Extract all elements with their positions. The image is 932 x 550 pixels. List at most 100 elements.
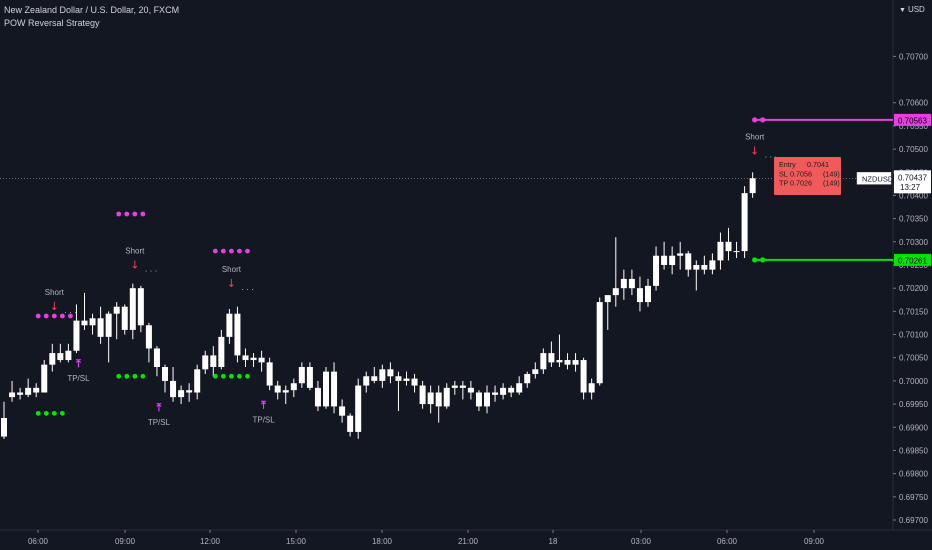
trade-row-value: 0.7056 bbox=[790, 169, 812, 178]
candle-body bbox=[178, 390, 185, 398]
currency-label: USD bbox=[907, 5, 925, 14]
target-level-dot bbox=[124, 373, 130, 379]
stop-price-label: 0.70563 bbox=[898, 116, 927, 125]
candle-body bbox=[250, 357, 257, 361]
target-level-dot bbox=[245, 373, 250, 379]
candle-body bbox=[33, 387, 40, 393]
candle-body bbox=[210, 355, 217, 367]
candle-body bbox=[419, 385, 426, 405]
target-level-dot bbox=[43, 410, 49, 416]
candle-body bbox=[226, 313, 233, 337]
candle-body bbox=[258, 357, 265, 363]
candle-body bbox=[467, 387, 474, 393]
candle-body bbox=[57, 353, 64, 361]
price-tick-label: 0.70200 bbox=[899, 284, 928, 293]
candle-body bbox=[387, 369, 394, 377]
price-tick-label: 0.69850 bbox=[899, 446, 928, 455]
time-tick-label: 18:00 bbox=[372, 537, 393, 546]
candle-body bbox=[628, 278, 635, 289]
candle-body bbox=[355, 385, 362, 432]
time-tick-label: 15:00 bbox=[286, 537, 307, 546]
stop-level-dot bbox=[212, 248, 218, 254]
target-level-dot bbox=[51, 410, 57, 416]
current-price-tag bbox=[894, 170, 931, 194]
candle-body bbox=[500, 387, 507, 395]
candle-body bbox=[290, 383, 297, 391]
candle-body bbox=[717, 241, 724, 261]
target-level-dot bbox=[212, 373, 218, 379]
target-level-dot bbox=[35, 410, 41, 416]
time-tick-label: 09:00 bbox=[804, 537, 825, 546]
candle-body bbox=[475, 392, 482, 407]
candle-body bbox=[403, 378, 410, 381]
candle-body bbox=[620, 278, 627, 289]
time-tick-label: 06:00 bbox=[28, 537, 49, 546]
short-signal-label: Short bbox=[45, 288, 65, 297]
trade-row-pips: (149) bbox=[823, 169, 840, 178]
time-tick-label: 18 bbox=[549, 537, 558, 546]
stop-level-dot bbox=[43, 313, 49, 319]
trade-info-box bbox=[774, 157, 841, 195]
candle-body bbox=[105, 313, 112, 337]
short-signal-label: Short bbox=[222, 265, 242, 274]
currency-selector[interactable]: ▼ USD bbox=[899, 5, 925, 14]
tp-sl-label: TP/SL bbox=[148, 418, 171, 427]
candle-body bbox=[323, 371, 329, 407]
candle-body bbox=[604, 295, 611, 303]
tp-sl-arrow-icon: ⤒ bbox=[260, 399, 267, 412]
candle-body bbox=[194, 369, 201, 393]
candle-body bbox=[202, 355, 209, 370]
price-tick-label: 0.70050 bbox=[899, 354, 928, 363]
candle-body bbox=[186, 390, 193, 393]
candle-body bbox=[588, 383, 595, 393]
candle-body bbox=[137, 288, 144, 326]
stop-level-dot bbox=[124, 211, 130, 217]
candle-body bbox=[564, 360, 571, 365]
bar-countdown-label: 13:27 bbox=[900, 183, 921, 192]
candle-body bbox=[661, 255, 668, 265]
target-price-tag bbox=[894, 253, 931, 266]
candle-body bbox=[170, 380, 177, 398]
price-tick-label: 0.70600 bbox=[899, 99, 928, 108]
target-level-dot bbox=[760, 257, 766, 263]
candle-body bbox=[65, 350, 72, 361]
candle-body bbox=[709, 260, 716, 270]
candle-body bbox=[596, 302, 603, 384]
symbol-tag-label: NZDUSD bbox=[862, 174, 894, 183]
candle-body bbox=[459, 385, 466, 388]
candle-body bbox=[669, 255, 676, 265]
candle-body bbox=[427, 392, 434, 405]
candle-body bbox=[81, 320, 88, 326]
candle-body bbox=[411, 378, 418, 386]
candle-body bbox=[492, 392, 499, 395]
time-tick-label: 12:00 bbox=[200, 537, 221, 546]
candle-body bbox=[113, 306, 120, 314]
candle-body bbox=[636, 288, 643, 303]
target-level-dot bbox=[116, 373, 122, 379]
candle-body bbox=[97, 318, 104, 337]
candle-body bbox=[548, 353, 555, 363]
current-price-label: 0.70437 bbox=[898, 173, 927, 182]
short-arrow-icon: ↓ bbox=[50, 300, 59, 313]
chart-title: New Zealand Dollar / U.S. Dollar, 20, FX… bbox=[4, 5, 180, 15]
price-tick-label: 0.70000 bbox=[899, 377, 928, 386]
candle-body bbox=[129, 288, 136, 330]
candle-body bbox=[298, 367, 305, 384]
candle-body bbox=[524, 373, 531, 384]
candle-body bbox=[339, 406, 346, 416]
stop-level-dot bbox=[237, 248, 242, 254]
candle-body bbox=[121, 306, 128, 330]
stop-level-dot bbox=[245, 248, 250, 254]
candle-body bbox=[379, 369, 386, 381]
tp-sl-label: TP/SL bbox=[252, 416, 275, 425]
entry-dots-icon: · · · bbox=[64, 308, 76, 317]
candle-body bbox=[49, 353, 56, 365]
price-tick-label: 0.70300 bbox=[899, 238, 928, 247]
stop-level-dot bbox=[140, 211, 146, 217]
trade-row-value: 0.7041 bbox=[807, 160, 829, 169]
candle-body bbox=[73, 320, 80, 351]
candle-body bbox=[371, 376, 378, 381]
entry-dots-icon: · · · bbox=[145, 266, 157, 275]
entry-dots-icon: · · · bbox=[241, 285, 253, 294]
